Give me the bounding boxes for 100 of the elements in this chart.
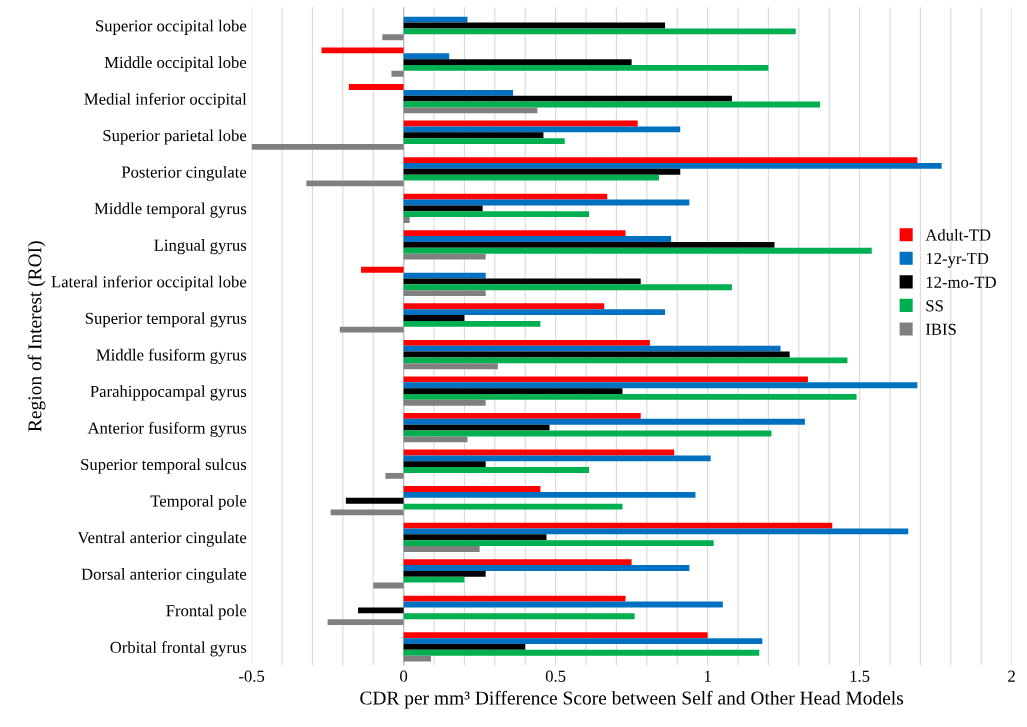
y-tick-label: Parahippocampal gyrus: [90, 385, 247, 401]
x-tick-label: 2: [1008, 670, 1015, 682]
y-tick-label: Lateral inferior occipital lobe: [51, 275, 247, 291]
y-tick-label: Orbital frontal gyrus: [110, 641, 247, 657]
bar: [403, 211, 590, 218]
bar: [403, 649, 760, 656]
bar: [403, 278, 641, 285]
bar: [330, 509, 404, 516]
y-tick-label: Ventral anterior cingulate: [77, 531, 247, 547]
bar: [403, 363, 498, 370]
bar: [403, 399, 486, 406]
bar: [403, 290, 486, 297]
bar: [403, 455, 711, 462]
bar: [403, 418, 805, 425]
legend-label: Adult-TD: [925, 228, 991, 241]
y-tick-label: Middle temporal gyrus: [94, 202, 247, 218]
bar: [385, 472, 404, 479]
bar: [403, 138, 565, 144]
bar: [339, 326, 404, 333]
bar: [403, 595, 626, 602]
y-tick-label: Medial inferior occipital: [84, 92, 247, 109]
y-tick-label: Anterior fusiform gyrus: [87, 421, 247, 438]
bar: [403, 205, 483, 212]
bar: [403, 162, 942, 169]
bar: [403, 576, 465, 583]
bar: [403, 461, 486, 468]
bar: [348, 84, 404, 90]
bar: [361, 266, 404, 273]
bar: [403, 565, 690, 571]
bar: [403, 388, 623, 394]
x-tick-label: 1.5: [850, 670, 870, 682]
bar: [403, 132, 544, 139]
bar: [403, 241, 775, 248]
bar: [403, 53, 450, 60]
bar: [403, 309, 666, 316]
bar: [403, 613, 635, 620]
legend-label: IBIS: [925, 323, 956, 335]
x-tick-label: 0.5: [545, 670, 566, 682]
bar: [391, 70, 404, 77]
bar: [403, 424, 550, 431]
bar: [327, 619, 404, 625]
bar: [403, 303, 605, 310]
bar: [403, 376, 808, 383]
bar: [403, 284, 732, 291]
bar: [403, 393, 857, 400]
bar: [403, 413, 641, 419]
bar: [382, 34, 404, 41]
bar: [403, 247, 872, 254]
bar: [403, 559, 632, 566]
bar: [403, 486, 541, 492]
x-tick-label: 0: [400, 670, 408, 682]
bar: [403, 644, 526, 650]
bar: [251, 143, 404, 150]
bar: [403, 230, 626, 237]
bar: [403, 107, 538, 114]
bar: [403, 168, 681, 175]
bar: [403, 320, 541, 327]
bar: [403, 546, 480, 552]
bar: [321, 47, 404, 54]
y-tick-label: Middle occipital lobe: [104, 56, 247, 72]
bar: [403, 193, 608, 200]
y-tick-label: Frontal pole: [166, 604, 247, 620]
y-tick-label: Superior temporal gyrus: [85, 312, 247, 328]
y-tick-label: Middle fusiform gyrus: [96, 348, 247, 364]
bar: [403, 534, 547, 541]
bar: [403, 95, 732, 102]
y-tick-label: Dorsal anterior cingulate: [81, 568, 247, 584]
bar: [403, 655, 431, 662]
y-tick-label: Temporal pole: [150, 494, 247, 511]
bar: [403, 339, 650, 346]
bar: [403, 157, 918, 163]
bar: [403, 236, 672, 242]
bar: [403, 28, 796, 35]
bar: [403, 16, 468, 23]
x-tick-label: -0.5: [239, 670, 265, 682]
bar: [358, 607, 404, 614]
y-tick-label: Superior parietal lobe: [103, 129, 247, 145]
bar: [403, 632, 708, 639]
legend-label: SS: [926, 300, 943, 312]
y-axis-title: Region of Interest (ROI): [27, 241, 46, 432]
bar: [403, 540, 714, 547]
x-tick-label: 1: [704, 670, 711, 682]
bar: [403, 467, 590, 473]
bar: [403, 174, 659, 181]
bar: [403, 65, 769, 71]
bar: [403, 59, 632, 66]
bar: [403, 89, 514, 96]
x-axis-title: CDR per mm³ Difference Score between Self and Other Head Models: [360, 690, 904, 709]
bar: [403, 357, 848, 364]
legend-label: 12-yr-TD: [926, 253, 989, 268]
legend-label: 12-mo-TD: [926, 276, 996, 288]
bar: [403, 638, 763, 644]
y-tick-label: Posterior cingulate: [121, 165, 247, 182]
bar: [403, 126, 681, 133]
bar: [403, 315, 465, 321]
bar: [345, 497, 404, 504]
bar: [403, 382, 918, 389]
bar: [403, 436, 468, 443]
bar: [403, 570, 486, 577]
bar: [403, 217, 410, 223]
